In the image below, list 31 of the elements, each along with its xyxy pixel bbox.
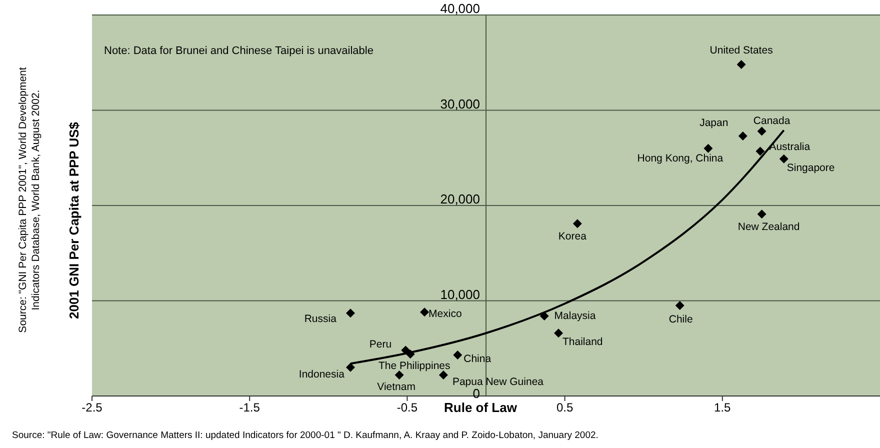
annotation: Hong Kong, China xyxy=(637,152,724,164)
x-tick-label: -1.5 xyxy=(239,400,260,415)
annotation: United States xyxy=(710,44,773,57)
annotation: Chile xyxy=(668,314,693,326)
annotation: Indonesia xyxy=(298,368,345,380)
annotation: Canada xyxy=(753,115,790,128)
x-axis-title: Rule of Law xyxy=(444,400,517,415)
x-tick-label: 0.5 xyxy=(556,400,574,415)
y-tick-label: 40,000 xyxy=(440,1,480,16)
annotation: Note: Data for Brunei and Chinese Taipei is unavailable xyxy=(104,45,374,57)
annotation: Singapore xyxy=(786,162,835,174)
annotation: Russia xyxy=(304,313,337,326)
annotation: Japan xyxy=(700,116,728,129)
annotation: Thailand xyxy=(562,336,603,348)
y-tick-label: 20,000 xyxy=(440,192,480,206)
annotation: Peru xyxy=(369,338,392,350)
annotation: Malaysia xyxy=(554,310,596,322)
annotation: Korea xyxy=(558,230,587,243)
y-tick-label: 30,000 xyxy=(440,96,480,112)
x-tick-label: 1.5 xyxy=(714,400,732,415)
y-tick-label: 10,000 xyxy=(440,286,480,302)
annotation: Mexico xyxy=(428,308,462,320)
annotation: Papua New Guinea xyxy=(452,376,544,388)
annotation: Vietnam xyxy=(377,381,416,394)
annotation: The Philippines xyxy=(378,360,450,372)
source-note: Source: "GNI Per Capita PPP 2001", World Development Indicators Database, World Bank, August 2002. xyxy=(17,66,43,335)
x-tick-label: -0.5 xyxy=(396,400,418,415)
x-tick-label: -2.5 xyxy=(82,400,103,415)
y-axis-title: 2001 GNI Per Capita at PPP US$ xyxy=(66,120,82,321)
annotation: New Zealand xyxy=(738,221,800,234)
source-note: Source: "Rule of Law: Governance Matters II: updated Indicators for 2000-01 " D. Kaufmann, A. Kraay and P. Zoido-Lobaton, January 2002. xyxy=(12,430,598,441)
